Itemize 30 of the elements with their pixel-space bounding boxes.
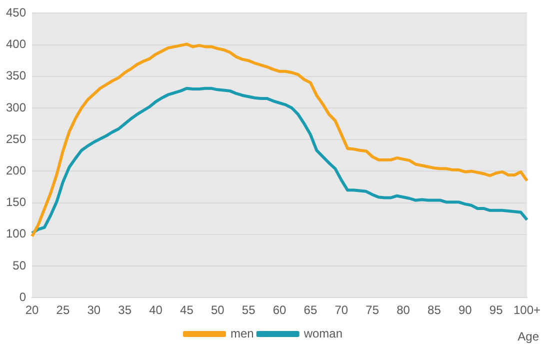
x-tick-label: 35 — [118, 303, 132, 318]
x-tick-label: 85 — [428, 303, 442, 318]
x-tick-label: 60 — [272, 303, 287, 318]
y-tick-label: 450 — [6, 6, 26, 20]
x-tick-label: 95 — [489, 303, 504, 318]
x-axis-title: Age — [518, 329, 540, 344]
y-tick-label: 150 — [6, 195, 26, 210]
x-tick-label: 100+ — [513, 303, 541, 318]
x-tick-label: 70 — [334, 303, 348, 318]
x-tick-label: 90 — [458, 303, 472, 318]
x-tick-label: 80 — [396, 303, 410, 318]
legend-label: woman — [302, 326, 343, 340]
x-tick-label: 40 — [149, 303, 163, 318]
x-tick-label: 50 — [210, 303, 225, 318]
x-tick-label: 30 — [87, 303, 101, 318]
x-tick-label: 75 — [366, 303, 380, 318]
y-tick-label: 350 — [6, 68, 26, 83]
y-tick-label: 100 — [6, 226, 26, 241]
x-tick-label: 65 — [304, 303, 318, 318]
y-tick-label: 400 — [6, 37, 26, 52]
y-tick-label: 0 — [19, 290, 26, 304]
legend-label: men — [230, 326, 254, 340]
x-tick-label: 45 — [180, 303, 194, 318]
x-tick-label: 55 — [242, 303, 256, 318]
x-tick-label: 20 — [25, 303, 40, 318]
x-tick-label: 25 — [56, 303, 70, 318]
y-tick-label: 50 — [12, 258, 26, 272]
y-tick-label: 250 — [6, 132, 26, 146]
y-tick-label: 200 — [6, 164, 26, 178]
y-tick-label: 300 — [6, 100, 26, 114]
